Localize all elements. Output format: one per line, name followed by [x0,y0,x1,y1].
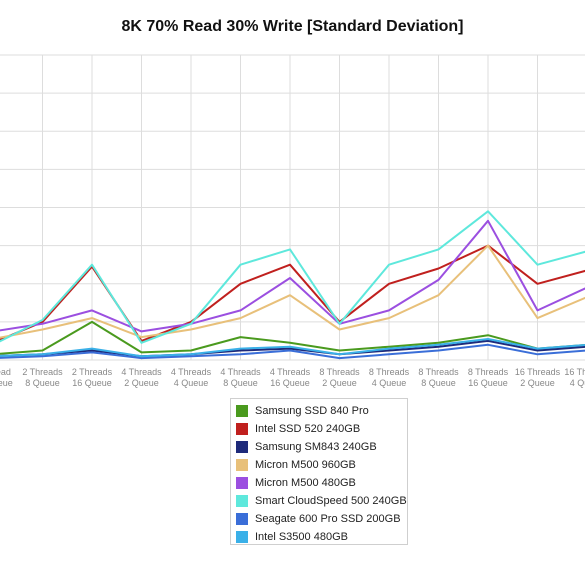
x-tick-label: 16 Queue [0,378,13,388]
x-tick-label: 16 Threads [564,367,585,377]
series-line-seagate-600-pro-ssd-200gb [0,343,585,360]
legend-item: Smart CloudSpeed 500 240GB [236,492,407,510]
x-tick-label: 2 Queue [124,378,159,388]
x-tick-label: 2 Queue [520,378,555,388]
legend-swatch [236,513,248,525]
x-tick-label: 8 Threads [468,367,509,377]
x-tick-label: 16 Queue [270,378,310,388]
x-tick-label: 8 Queue [421,378,456,388]
legend-label: Smart CloudSpeed 500 240GB [255,495,407,507]
chart-legend: Samsung SSD 840 Pro Intel SSD 520 240GB Sa… [230,398,408,545]
legend-swatch [236,531,248,543]
x-tick-label: 4 Threads [121,367,162,377]
legend-item: Seagate 600 Pro SSD 200GB [236,510,407,528]
series-line-micron-m500-480gb [0,219,585,333]
legend-item: Intel S3500 480GB [236,528,407,546]
legend-swatch [236,477,248,489]
x-tick-label: 16 Queue [72,378,112,388]
x-tick-label: 8 Queue [223,378,258,388]
x-tick-label: 4 Queue [174,378,209,388]
x-tick-label: 4 Queue [372,378,407,388]
legend-item: Samsung SM843 240GB [236,438,407,456]
legend-label: Samsung SSD 840 Pro [255,405,369,417]
legend-item: Micron M500 960GB [236,456,407,474]
x-tick-label: 1 Thread [0,367,11,377]
x-tick-label: 2 Threads [72,367,113,377]
series-line-smart-cloudspeed-500-240gb [0,210,585,344]
x-tick-label: 16 Queue [468,378,508,388]
x-tick-label: 4 Queue [570,378,585,388]
legend-item: Micron M500 480GB [236,474,407,492]
legend-label: Seagate 600 Pro SSD 200GB [255,513,401,525]
x-tick-label: 2 Threads [22,367,63,377]
x-tick-label: 2 Queue [322,378,357,388]
series-line-samsung-ssd-840-pro [0,320,585,355]
x-tick-label: 8 Threads [319,367,360,377]
legend-label: Samsung SM843 240GB [255,441,377,453]
x-tick-label: 4 Threads [171,367,212,377]
legend-label: Micron M500 480GB [255,477,356,489]
series-line-micron-m500-960gb [0,244,585,339]
series-line-samsung-sm843-240gb [0,339,585,358]
legend-swatch [236,423,248,435]
legend-item: Intel SSD 520 240GB [236,420,407,438]
legend-label: Intel SSD 520 240GB [255,423,361,435]
series-line-intel-s3500-480gb [0,338,585,358]
legend-swatch [236,405,248,417]
legend-item: Samsung SSD 840 Pro [236,402,407,420]
legend-swatch [236,459,248,471]
x-tick-label: 4 Threads [220,367,261,377]
x-tick-label: 16 Threads [515,367,561,377]
chart-title: 8K 70% Read 30% Write [Standard Deviatio… [121,18,464,35]
legend-swatch [236,441,248,453]
x-tick-label: 8 Queue [25,378,60,388]
legend-label: Intel S3500 480GB [255,531,348,543]
x-tick-label: 8 Threads [369,367,410,377]
x-tick-label: 8 Threads [418,367,459,377]
legend-label: Micron M500 960GB [255,459,356,471]
x-tick-label: 4 Threads [270,367,311,377]
legend-swatch [236,495,248,507]
